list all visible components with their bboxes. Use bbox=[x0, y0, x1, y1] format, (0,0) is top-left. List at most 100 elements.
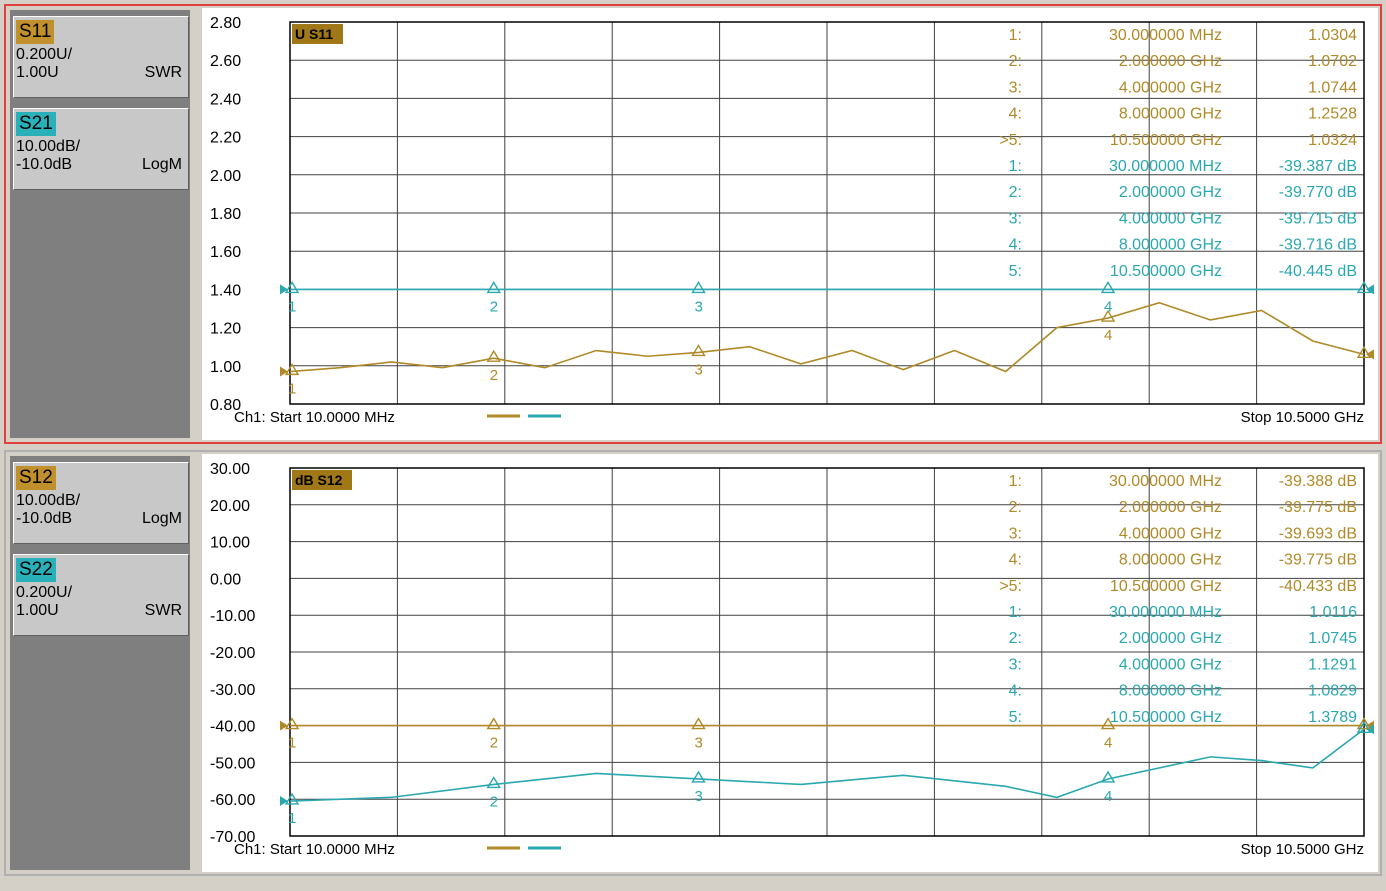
trace-sidebar: S12 10.00dB/ -10.0dB LogM S22 0.200U/ 1.… bbox=[10, 456, 190, 870]
marker-readout-frequency: 4.000000 GHz bbox=[1119, 656, 1222, 673]
marker-readout-value: -39.388 dB bbox=[1279, 473, 1357, 490]
trace-line-s22 bbox=[289, 728, 1365, 802]
chart-2: 30.00 20.00 10.00 0.00 -10.00 -20.00 -30.00 -40… bbox=[210, 461, 1374, 858]
marker-readout-frequency: 4.000000 GHz bbox=[1119, 525, 1222, 542]
marker-number: 4 bbox=[1104, 788, 1112, 805]
marker-readout-frequency: 4.000000 GHz bbox=[1119, 79, 1222, 96]
marker-number: 3 bbox=[695, 298, 703, 315]
start-frequency-label: Ch1: Start 10.0000 MHz bbox=[234, 841, 395, 858]
y-tick-label: 1.40 bbox=[210, 282, 241, 299]
marker-triangle bbox=[284, 792, 300, 805]
marker-readout-frequency: 8.000000 GHz bbox=[1119, 552, 1222, 569]
y-tick-label: 30.00 bbox=[210, 461, 250, 478]
plot-area[interactable]: 30.00 20.00 10.00 0.00 -10.00 -20.00 -30.00 -40… bbox=[202, 454, 1378, 872]
marker-readout-frequency: 8.000000 GHz bbox=[1119, 106, 1222, 123]
stop-frequency-label: Stop 10.5000 GHz bbox=[1241, 409, 1364, 426]
marker-readout-number: 3: bbox=[1009, 656, 1022, 673]
marker-triangle bbox=[486, 776, 501, 789]
y-tick-label: 0.00 bbox=[210, 571, 241, 588]
marker-number: 4 bbox=[1104, 735, 1112, 752]
marker-readout-value: -39.693 dB bbox=[1279, 525, 1357, 542]
trace-name: S12 bbox=[16, 466, 56, 490]
y-tick-label: -10.00 bbox=[210, 608, 255, 625]
marker-number: 3 bbox=[695, 735, 703, 752]
marker-readout-frequency: 8.000000 GHz bbox=[1119, 237, 1222, 254]
marker-triangle bbox=[1100, 281, 1116, 294]
marker-readout-value: -39.775 dB bbox=[1279, 552, 1357, 569]
marker-readout-number: 3: bbox=[1009, 79, 1022, 96]
reference-arrow-left bbox=[280, 796, 288, 807]
marker-readout-frequency: 30.000000 MHz bbox=[1109, 473, 1222, 490]
reference-arrow-left bbox=[280, 366, 288, 377]
marker-number: 4 bbox=[1104, 298, 1112, 315]
marker-readout-frequency: 2.000000 GHz bbox=[1119, 53, 1222, 70]
trace-s21-box[interactable]: S21 10.00dB/ -10.0dB LogM bbox=[13, 108, 189, 190]
trace-reference: 1.00U bbox=[16, 64, 59, 81]
trace-s12-box[interactable]: S12 10.00dB/ -10.0dB LogM bbox=[13, 462, 189, 544]
y-tick-label: -50.00 bbox=[210, 755, 255, 772]
trace-format: LogM bbox=[141, 510, 182, 527]
trace-format: SWR bbox=[144, 602, 182, 619]
marker-number: 2 bbox=[490, 793, 498, 810]
start-frequency-label: Ch1: Start 10.0000 MHz bbox=[234, 409, 395, 426]
marker-number: 1 bbox=[288, 298, 296, 315]
marker-triangle bbox=[284, 281, 300, 294]
active-trace-label-bg bbox=[292, 470, 352, 490]
marker-readout-value: -39.716 dB bbox=[1279, 237, 1357, 254]
marker-readout-value: -40.445 dB bbox=[1279, 263, 1357, 280]
marker-readout-number: 3: bbox=[1009, 210, 1022, 227]
marker-number: 1 bbox=[288, 735, 296, 752]
y-tick-label: -30.00 bbox=[210, 682, 255, 699]
marker-readout-number: 4: bbox=[1009, 106, 1022, 123]
channel-1-window[interactable]: S11 0.200U/ 1.00U SWR S21 10.00dB/ -10.0… bbox=[4, 4, 1382, 444]
y-tick-label: 2.60 bbox=[210, 53, 241, 70]
trace-s11-box[interactable]: S11 0.200U/ 1.00U SWR bbox=[13, 16, 189, 98]
active-trace-label-bg bbox=[292, 24, 343, 44]
marker-readout-number: 1: bbox=[1009, 604, 1022, 621]
marker-triangle bbox=[486, 281, 501, 294]
trace-format: LogM bbox=[141, 156, 182, 173]
marker-readout-frequency: 10.500000 GHz bbox=[1110, 132, 1222, 149]
trace-name: S22 bbox=[16, 558, 56, 582]
marker-readout-value: 1.0324 bbox=[1308, 132, 1357, 149]
marker-readout-frequency: 30.000000 MHz bbox=[1109, 27, 1222, 44]
marker-triangle bbox=[284, 717, 300, 730]
marker-readout-value: 1.0116 bbox=[1309, 604, 1357, 621]
marker-readout-value: 1.0702 bbox=[1308, 53, 1357, 70]
marker-number: 1 bbox=[288, 380, 296, 397]
marker-readout-frequency: 4.000000 GHz bbox=[1119, 210, 1222, 227]
marker-readout-number: >5: bbox=[999, 578, 1022, 595]
trace-s22-box[interactable]: S22 0.200U/ 1.00U SWR bbox=[13, 554, 189, 636]
marker-number: 2 bbox=[490, 735, 498, 752]
y-tick-label: -20.00 bbox=[210, 645, 255, 662]
trace-name: S21 bbox=[16, 112, 56, 136]
trace-reference: -10.0dB bbox=[16, 510, 73, 527]
marker-readout-number: 2: bbox=[1009, 184, 1022, 201]
y-tick-label: -70.00 bbox=[210, 829, 255, 846]
marker-readout-value: 1.3789 bbox=[1308, 709, 1357, 726]
marker-readout-frequency: 2.000000 GHz bbox=[1119, 630, 1222, 647]
y-tick-label: 1.00 bbox=[210, 359, 241, 376]
y-tick-label: 2.40 bbox=[210, 91, 241, 108]
marker-readout-number: 1: bbox=[1009, 473, 1022, 490]
marker-triangle bbox=[691, 770, 706, 783]
channel-2-window[interactable]: S12 10.00dB/ -10.0dB LogM S22 0.200U/ 1.… bbox=[4, 450, 1382, 876]
reference-arrow-right bbox=[1366, 349, 1374, 360]
marker-readout-value: 1.0829 bbox=[1308, 683, 1357, 700]
trace-sidebar: S11 0.200U/ 1.00U SWR S21 10.00dB/ -10.0… bbox=[10, 10, 190, 438]
marker-triangle bbox=[691, 281, 706, 294]
trace-name: S11 bbox=[16, 20, 55, 44]
plot-area[interactable]: 2.80 2.60 2.40 2.20 2.00 1.80 1.60 1.40 1.20 1.00… bbox=[202, 8, 1378, 440]
marker-readout-value: 1.1291 bbox=[1308, 656, 1357, 673]
marker-triangle bbox=[1100, 770, 1116, 783]
y-tick-label: 10.00 bbox=[210, 535, 250, 552]
marker-triangle bbox=[486, 349, 501, 362]
marker-number: 4 bbox=[1104, 327, 1112, 344]
marker-readout-number: 4: bbox=[1009, 552, 1022, 569]
trace-format: SWR bbox=[144, 64, 182, 81]
marker-triangle bbox=[284, 363, 300, 376]
marker-triangle bbox=[1356, 345, 1372, 359]
reference-arrow-right bbox=[1366, 284, 1374, 295]
y-tick-label: 0.80 bbox=[210, 397, 241, 414]
marker-readout-frequency: 10.500000 GHz bbox=[1110, 709, 1222, 726]
